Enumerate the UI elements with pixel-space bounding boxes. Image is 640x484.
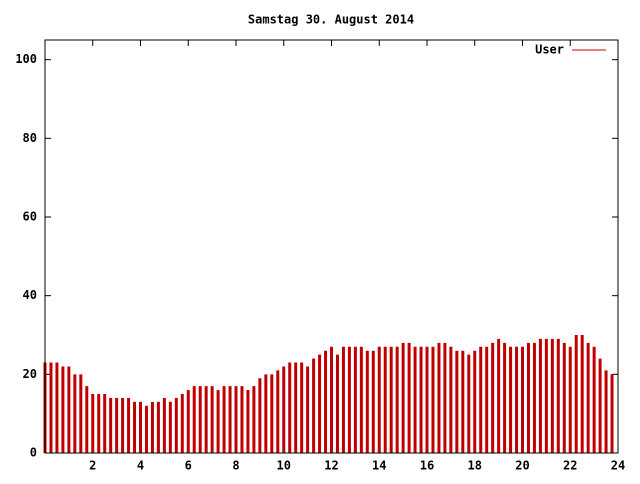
y-tick-label: 20 xyxy=(23,367,37,381)
y-tick-label: 100 xyxy=(15,52,37,66)
x-tick-label: 8 xyxy=(232,459,239,473)
x-tick-label: 16 xyxy=(420,459,434,473)
x-tick-label: 14 xyxy=(372,459,386,473)
x-tick-label: 6 xyxy=(185,459,192,473)
y-tick-label: 80 xyxy=(23,131,37,145)
y-tick-label: 0 xyxy=(30,446,37,460)
x-tick-label: 20 xyxy=(515,459,529,473)
x-tick-label: 24 xyxy=(611,459,625,473)
y-tick-label: 60 xyxy=(23,210,37,224)
x-tick-label: 12 xyxy=(324,459,338,473)
x-tick-label: 10 xyxy=(277,459,291,473)
plot-frame xyxy=(44,39,619,454)
x-tick-label: 2 xyxy=(89,459,96,473)
x-tick-label: 18 xyxy=(468,459,482,473)
y-tick-label: 40 xyxy=(23,288,37,302)
legend-label: User xyxy=(535,43,564,57)
x-tick-label: 4 xyxy=(137,459,144,473)
x-tick-label: 22 xyxy=(563,459,577,473)
chart-title: Samstag 30. August 2014 xyxy=(248,13,414,27)
